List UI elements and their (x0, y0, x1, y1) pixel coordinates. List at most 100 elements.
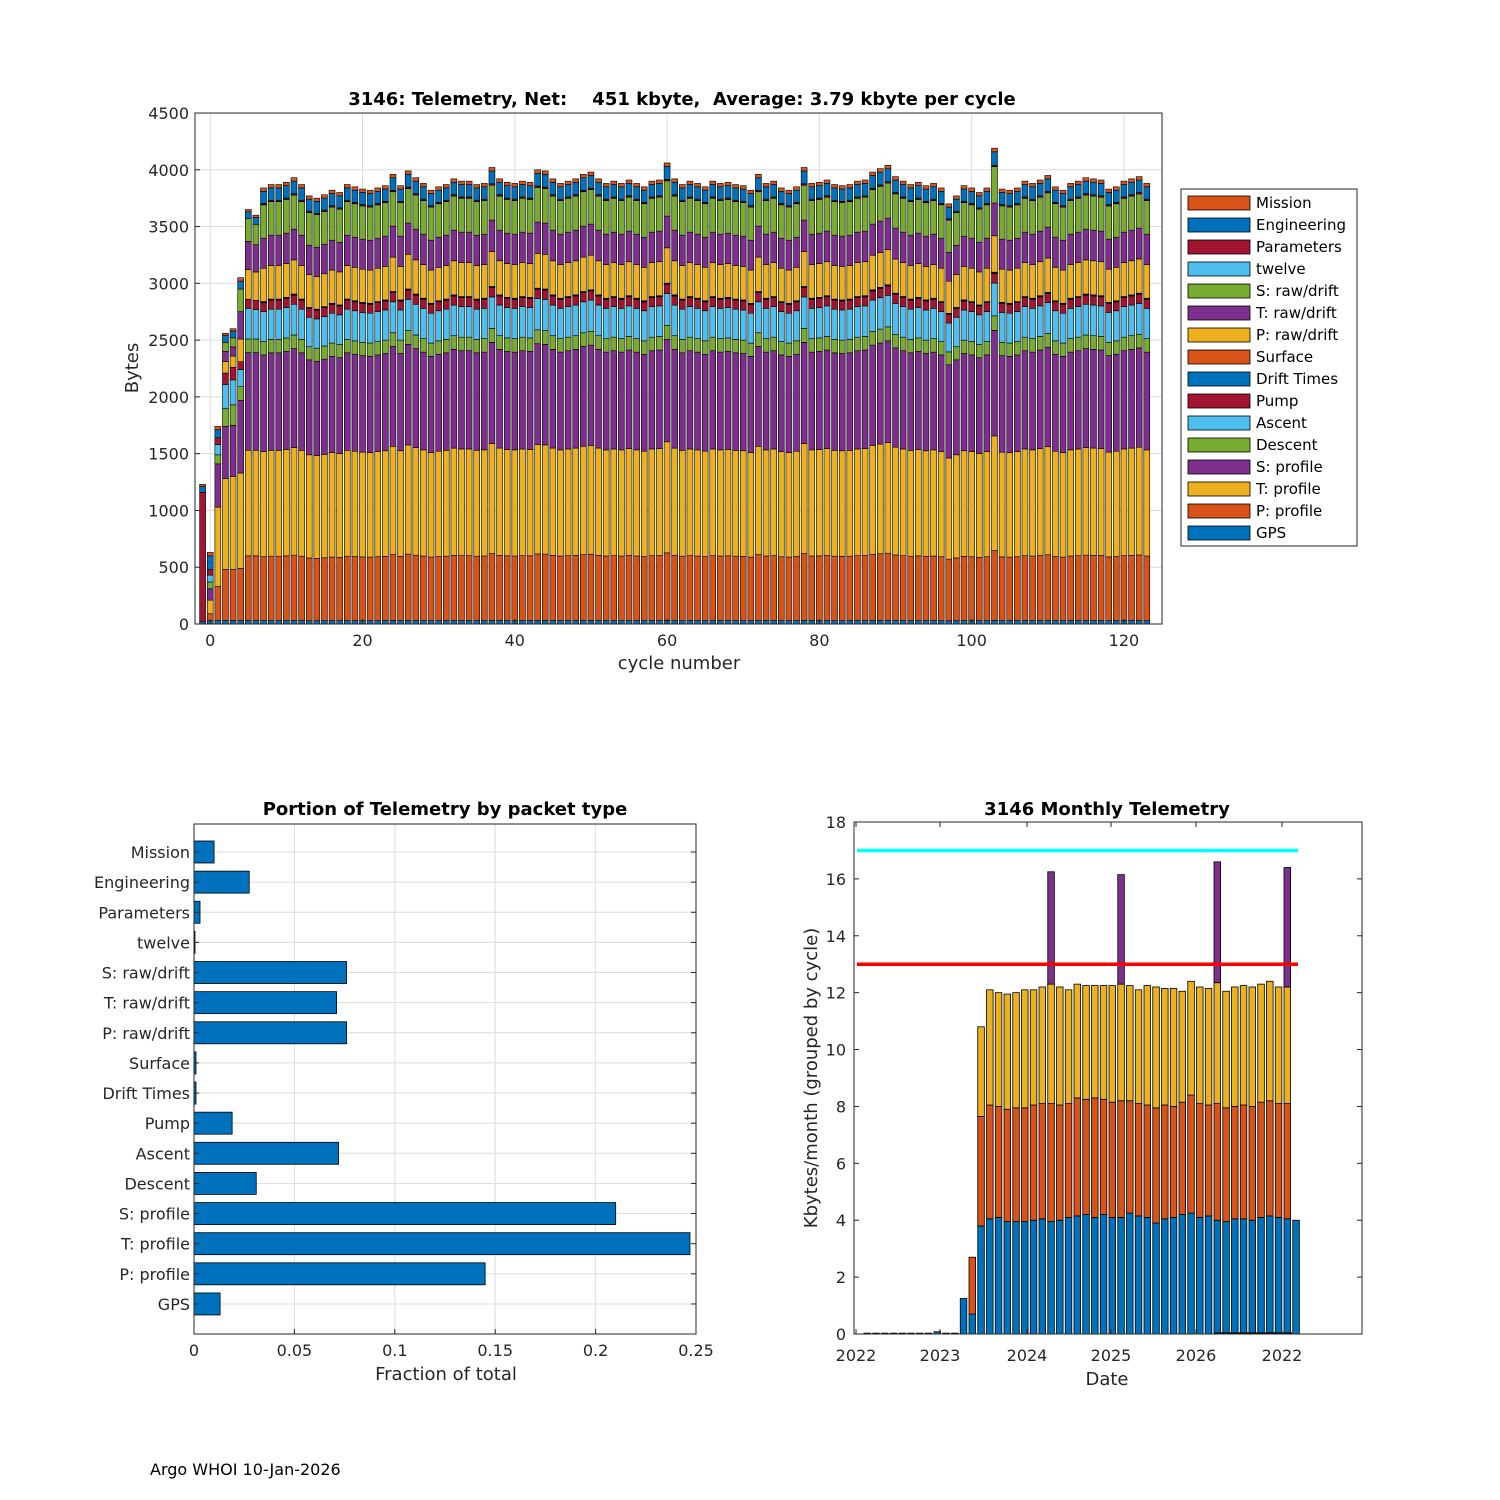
cycle-bar-segment-descent (374, 341, 382, 356)
cycle-bar-segment-pump (747, 304, 755, 314)
cycle-bar-segment-s-profile (382, 353, 389, 452)
cycle-bar-segment-gps (260, 620, 267, 625)
cycle-bar-segment-mission (618, 183, 625, 188)
cycle-bar-segment-s-profile (214, 463, 222, 508)
cycle-bar-segment-pump (1097, 296, 1105, 307)
cycle-bar-segment-s-profile (458, 350, 465, 450)
cycle-bar-segment-ascent (724, 307, 732, 339)
cycle-bar-segment-p-profile (640, 556, 648, 621)
cycle-bar-segment-p-raw-drift (252, 271, 260, 301)
cycle-bar-segment-t-profile (290, 447, 298, 556)
cycle-bar-segment-p-profile (328, 556, 336, 621)
cycle-bar-segment-gps (861, 620, 869, 625)
cycle-bar-segment-s-profile (937, 354, 945, 452)
cycle-bar-segment-engineering (260, 190, 267, 204)
cycle-bar-segment-engineering (983, 190, 991, 204)
cycle-bar-segment-p-raw-drift (640, 266, 648, 302)
cycle-bar-segment-mission (960, 185, 968, 190)
cycle-bar-segment-ascent (915, 307, 922, 339)
cycle-bar-segment-t-raw-drift (481, 233, 488, 265)
monthly-bar-segment-orange (1021, 1107, 1029, 1223)
cycle-bar-segment-mission (549, 178, 557, 183)
cycle-bar-segment-pump (717, 299, 724, 309)
portion-bar-p-raw-drift (193, 1021, 348, 1045)
cycle-bar-segment-p-profile (671, 555, 678, 621)
cycle-bar-segment-ascent (793, 310, 800, 342)
monthly-bar-2025-07 (1231, 986, 1239, 1335)
cycle-bar-segment-s-profile (1128, 349, 1135, 449)
cycle-bar-segment-p-profile (549, 555, 557, 621)
cycle-bar-segment-engineering (1052, 189, 1059, 203)
cycle-bar-segment-p-raw-drift (397, 266, 404, 301)
cycle-bar-segment-t-raw-drift (930, 233, 937, 265)
cycle-bar-segment-t-profile (473, 450, 480, 557)
cycle-bar-segment-pump (450, 295, 458, 306)
cycle-bar-segment-ascent (1074, 306, 1082, 338)
cycle-bar-segment-gps (404, 620, 412, 625)
cycle-bar-segment-gps (1014, 620, 1021, 625)
cycle-bar-segment-t-profile (328, 452, 336, 558)
cycle-bar-segment-ascent (412, 303, 420, 336)
cycle-bar-segment-p-raw-drift (503, 263, 511, 298)
cycle-bar-segment-s-raw-drift (245, 218, 252, 242)
cycle-bar-67 (717, 183, 724, 625)
portion-category-label-pump: Pump (145, 1114, 190, 1133)
cycle-bar-segment-p-profile (595, 555, 602, 621)
cycle-bar-segment-p-raw-drift (709, 262, 717, 297)
cycle-bar-segment-p-raw-drift (519, 262, 526, 297)
monthly-bar-segment-yellow (1082, 985, 1090, 1100)
cycle-bar-segment-s-raw-drift (336, 208, 343, 243)
cycle-bar-59 (656, 179, 663, 625)
monthly-bar-2024-11 (1161, 988, 1169, 1335)
monthly-bar-segment-blue (1117, 1216, 1125, 1335)
cycle-bar-segment-s-profile (1135, 347, 1143, 448)
cycle-bar-segment-mission (572, 178, 579, 183)
cycle-bar-segment-mission (739, 185, 747, 190)
cycle-bar-segment-gps (534, 620, 541, 625)
cycle-bar-17 (336, 192, 343, 625)
cycle-bar-segment-s-raw-drift (1105, 205, 1112, 240)
cycle-bar-segment-p-profile (983, 556, 991, 621)
cycle-bar-segment-engineering (793, 189, 800, 203)
cycle-bar-segment-engineering (336, 195, 343, 209)
cycle-bar-segment-p-raw-drift (877, 252, 884, 288)
cycle-bar-segment-engineering (717, 186, 724, 200)
cycle-bar-segment-t-profile (785, 452, 793, 558)
cycle-bar-segment-ascent (389, 301, 397, 334)
cycle-bar-segment-engineering (686, 184, 694, 198)
cycle-bar-segment-descent (1029, 338, 1036, 353)
cycle-bar-segment-p-profile (892, 554, 899, 621)
monthly-bar-2025-11 (1266, 980, 1274, 1335)
cycle-bar-segment-t-raw-drift (823, 230, 831, 263)
cycle-bar-segment-t-raw-drift (816, 232, 823, 264)
cycle-bar-segment-s-raw-drift (778, 204, 785, 239)
cycle-bar-segment-p-profile (305, 557, 313, 622)
cycle-bar-segment-engineering (739, 188, 747, 202)
monthly-bar-segment-orange (1204, 1104, 1213, 1217)
monthly-bar-segment-blue (1012, 1221, 1020, 1335)
cycle-bar-segment-t-raw-drift (595, 229, 602, 262)
cycle-bar-segment-gps (1082, 620, 1090, 625)
cycle-bar-60 (663, 162, 671, 625)
cycle-bar-segment-ascent (435, 310, 442, 342)
cycle-bar-segment-t-raw-drift (610, 231, 618, 263)
cycle-bar-segment-t-raw-drift (488, 219, 496, 252)
monthly-bar-segment-blue (1047, 1221, 1055, 1335)
cycle-bar-segment-descent (960, 339, 968, 354)
cycle-bar-segment-t-profile (351, 450, 359, 557)
cycle-bar-segment-t-raw-drift (991, 202, 998, 237)
cycle-bar-segment-gps (983, 620, 991, 625)
cycle-bar-segment-p-profile (412, 554, 420, 621)
cycle-bar-segment-ascent (488, 296, 496, 329)
cycle-bar-segment-t-raw-drift (359, 238, 366, 270)
monthly-bar-segment-orange (1134, 1103, 1143, 1217)
cycle-bar-segment-ascent (267, 308, 275, 340)
cycle-bar-segment-s-raw-drift (397, 202, 404, 237)
cycle-bar-segment-p-profile (846, 555, 854, 621)
legend-swatch-p-raw-drift (1187, 327, 1251, 343)
cycle-bar-segment-pump (762, 299, 770, 309)
cycle-bar-segment-pump (435, 301, 442, 312)
cycle-bar-71 (747, 189, 755, 625)
cycle-bar-segment-mission (701, 186, 709, 191)
